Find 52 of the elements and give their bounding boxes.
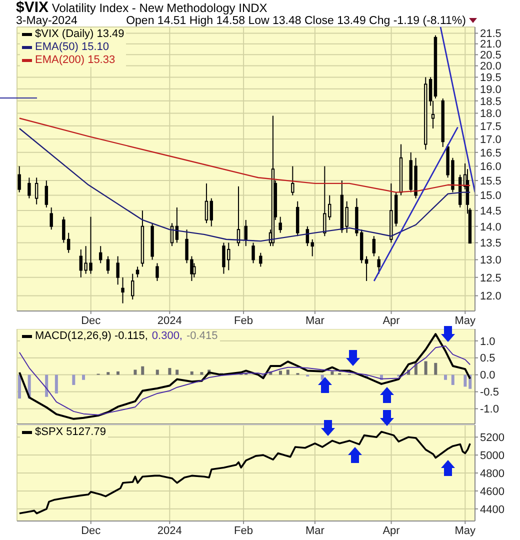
y-tick-label: 5200 <box>480 432 504 444</box>
y-tick-label: 21.0 <box>480 38 502 51</box>
y-tick-label: 13.0 <box>480 254 502 267</box>
y-tick-label: 18.5 <box>480 96 502 108</box>
x-tick-label: Feb <box>234 314 254 327</box>
y-tick-label: 13.5 <box>480 238 502 250</box>
y-tick-label: 5000 <box>480 450 504 462</box>
y-tick-label: 21.5 <box>480 28 502 40</box>
legend-label: $VIX (Daily) 13.49 <box>35 28 124 41</box>
legend-label: $SPX 5127.79 <box>35 426 106 439</box>
y-tick-label: 16.5 <box>480 147 502 160</box>
x-tick-label: Feb <box>234 524 254 537</box>
y-tick-label: 17.0 <box>480 134 502 146</box>
y-tick-label: 19.0 <box>480 84 502 96</box>
x-tick-label: 2024 <box>157 314 182 327</box>
x-tick-label: Apr <box>382 524 400 537</box>
x-tick-label: Mar <box>305 314 325 327</box>
y-tick-label: 1.0 <box>480 336 496 348</box>
x-tick-label: Dec <box>81 524 102 537</box>
y-tick-label: 15.5 <box>480 175 502 188</box>
x-tick-label: May <box>454 314 476 327</box>
x-tick-label: Apr <box>382 314 400 327</box>
y-tick-label: 0.5 <box>480 352 496 365</box>
text: -0.415 <box>186 330 218 343</box>
y-tick-label: 14.5 <box>480 205 502 218</box>
y-tick-label: 4800 <box>480 468 504 480</box>
y-tick-label: -1.0 <box>480 404 499 416</box>
y-tick-label: 12.5 <box>480 272 502 284</box>
y-tick-label: 15.0 <box>480 190 502 202</box>
chart-title: $VIX Volatility Index - New Methodology INDX <box>16 0 268 16</box>
chart-subtitle: 3-May-2024 <box>16 15 78 27</box>
y-tick-label: 18.0 <box>480 108 502 120</box>
y-tick-label: 16.0 <box>480 161 502 174</box>
y-tick-label: 20.0 <box>480 60 502 73</box>
y-tick-label: 17.5 <box>480 120 502 133</box>
x-tick-label: May <box>454 524 476 537</box>
y-tick-label: 4600 <box>480 486 504 498</box>
y-tick-label: -0.5 <box>480 386 499 399</box>
y-tick-label: 14.0 <box>480 221 502 234</box>
y-tick-label: 20.5 <box>480 50 502 62</box>
legend-label: MACD(12,26,9) -0.115, <box>35 330 148 343</box>
x-tick-label: 2024 <box>157 524 182 537</box>
x-tick-label: Dec <box>81 314 102 327</box>
legend-label: EMA(200) 15.33 <box>35 54 116 67</box>
x-tick-label: Mar <box>305 524 325 537</box>
y-tick-label: 0.0 <box>480 370 496 382</box>
y-tick-label: 19.5 <box>480 72 502 84</box>
y-tick-label: 12.0 <box>480 290 502 303</box>
y-tick-label: 4400 <box>480 504 504 516</box>
annotation: Open 14.51 High 14.58 Low 13.48 Close 13.49 Chg -1.19 (-8.11%) <box>126 15 466 27</box>
legend-label: EMA(50) 15.10 <box>35 41 109 54</box>
text: 0.300, <box>152 330 182 343</box>
